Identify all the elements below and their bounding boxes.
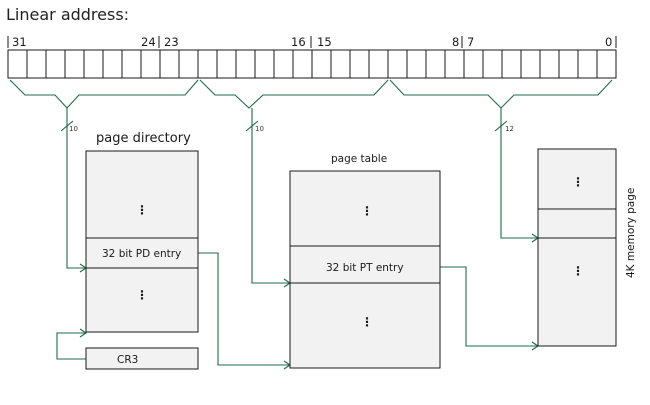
bit-label-15: 15 [317, 35, 332, 49]
memory-page-ellipsis-top: ⋮ [572, 175, 584, 189]
directory-width-label: 10 [69, 125, 78, 133]
table-width-label: 10 [255, 125, 264, 133]
offset-field-brace [389, 79, 613, 109]
cr3-box [85, 347, 199, 370]
table-index-wire [251, 108, 290, 284]
page-directory-ellipsis-top: ⋮ [136, 203, 148, 217]
bit-label-23: 23 [164, 35, 179, 49]
field-width-markers: 10 10 12 [60, 120, 514, 133]
page-directory-title: page directory [96, 131, 191, 146]
cr3-register: CR3 [85, 347, 199, 370]
bit-labels: 31 24 23 16 15 8 7 0 [7, 35, 617, 49]
cr3-label: CR3 [117, 354, 138, 366]
page-table: page table ⋮ 32 bit PT entry ⋮ [289, 153, 441, 369]
memory-page: ⋮ ⋮ 4K memory page [537, 148, 637, 347]
page-directory-box [85, 150, 199, 333]
bit-label-16: 16 [291, 35, 306, 49]
cr3-to-page-directory-wire [56, 332, 97, 360]
arrow-into-page-directory [79, 328, 87, 338]
directory-field-brace [9, 79, 199, 109]
offset-width-label: 12 [505, 125, 514, 133]
field-braces [9, 79, 613, 109]
page-directory: page directory ⋮ 32 bit PD entry ⋮ [85, 131, 199, 333]
bit-label-31: 31 [12, 35, 27, 49]
diagram-title: Linear address: [6, 5, 129, 24]
memory-page-box [537, 148, 617, 347]
table-field-brace [199, 79, 389, 109]
linear-address-register [7, 49, 617, 79]
bit-label-7: 7 [467, 35, 474, 49]
offset-width-slash [494, 120, 508, 132]
page-table-box [289, 170, 441, 369]
bit-label-0: 0 [605, 35, 612, 49]
bit-label-8: 8 [452, 35, 459, 49]
page-table-ellipsis-top: ⋮ [361, 204, 373, 218]
pt-entry-label: 32 bit PT entry [326, 262, 404, 274]
pt-entry-to-memory-page-wire [428, 266, 538, 347]
directory-index-wire [66, 108, 86, 269]
page-table-title: page table [331, 153, 387, 165]
pd-entry-label: 32 bit PD entry [102, 248, 181, 260]
directory-width-slash [60, 120, 74, 132]
page-directory-ellipsis-bottom: ⋮ [136, 288, 148, 302]
offset-wire [500, 108, 538, 239]
memory-page-ellipsis-bottom: ⋮ [572, 264, 584, 278]
page-table-ellipsis-bottom: ⋮ [361, 315, 373, 329]
memory-page-title: 4K memory page [625, 188, 637, 278]
bit-label-24: 24 [141, 35, 156, 49]
wires [56, 108, 539, 370]
pd-entry-to-page-table-wire [192, 252, 290, 366]
table-width-slash [245, 120, 259, 132]
